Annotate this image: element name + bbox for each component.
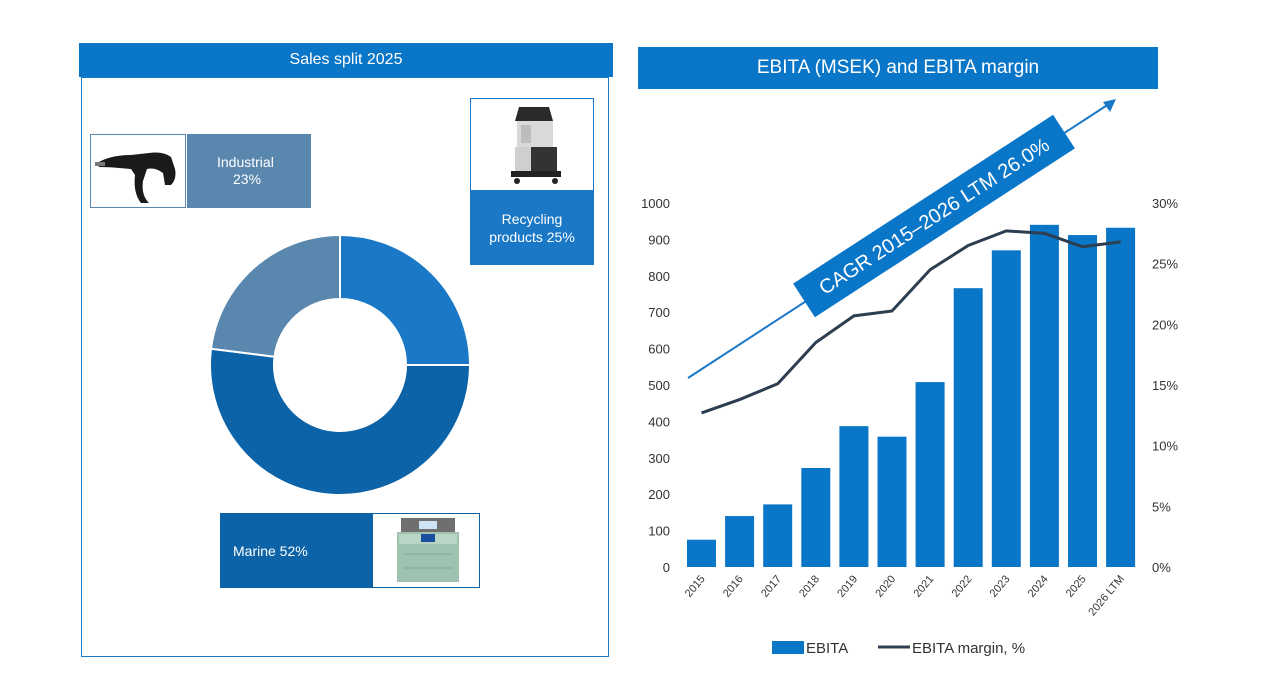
- industrial-label: Industrial: [217, 154, 274, 170]
- y-tick-label: 400: [648, 414, 670, 429]
- air-gun-image: [90, 134, 186, 208]
- x-tick-label: 2026 LTM: [1086, 573, 1127, 618]
- industrial-label-box: Industrial 23%: [187, 134, 311, 208]
- donut-slice-recycling-products: [339, 233, 472, 366]
- y2-tick-label: 25%: [1152, 257, 1178, 272]
- granulator-image: [470, 98, 594, 190]
- ebita-margin-line: [701, 229, 1121, 415]
- y-tick-label: 100: [648, 524, 670, 539]
- x-tick-label: 2024: [1026, 573, 1051, 599]
- industrial-pct: 23%: [233, 171, 262, 187]
- cagr-arrowhead: [1103, 99, 1116, 112]
- donut-slice-marine: [209, 347, 472, 496]
- y-tick-label: 900: [648, 232, 670, 247]
- ebita-chart: 0 100 200 300 400 500 600 700 800 900 1000 0% 5% 10%…: [641, 99, 1178, 657]
- ebita-bar-2015: [687, 539, 716, 567]
- x-tick-label: 2022: [950, 573, 975, 599]
- x-tick-label: 2021: [911, 573, 936, 599]
- y-tick-label: 500: [648, 378, 670, 393]
- y2-tick-label: 10%: [1152, 439, 1178, 454]
- granulator-icon: [511, 107, 561, 184]
- recycling-label-box: Recycling products 25%: [470, 190, 594, 265]
- y-tick-label: 200: [648, 487, 670, 502]
- ebita-bar-2021: [915, 382, 945, 567]
- air-gun-icon: [95, 152, 176, 203]
- y2-tick-label: 20%: [1152, 317, 1178, 332]
- ebita-bar-2022: [953, 288, 983, 567]
- legend-margin-label: EBITA margin, %: [912, 640, 1025, 657]
- y-tick-label: 600: [648, 342, 670, 357]
- ebita-bar-2017: [763, 504, 793, 567]
- x-tick-label: 2017: [759, 573, 784, 599]
- ebita-bar-2025: [1068, 235, 1097, 568]
- ebita-bar-2016: [725, 516, 755, 567]
- ebita-bar-2018: [801, 467, 831, 567]
- marine-unit-icon: [397, 518, 459, 582]
- recycling-label: Recycling: [501, 211, 563, 227]
- sales-split-title: Sales split 2025: [79, 43, 613, 77]
- ebita-chart-title: EBITA (MSEK) and EBITA margin: [638, 47, 1158, 89]
- sales-split-panel: [81, 77, 609, 657]
- cagr-box: [793, 114, 1075, 318]
- y-tick-label: 0: [663, 560, 670, 575]
- ebita-bar-2019: [839, 426, 869, 567]
- legend-ebita-swatch: [772, 641, 804, 654]
- x-tick-label: 2020: [873, 573, 898, 599]
- x-tick-label: 2015: [683, 573, 708, 599]
- y-tick-label: 300: [648, 451, 670, 466]
- marine-label: Marine 52%: [233, 543, 308, 559]
- recycling-pct: products 25%: [489, 229, 575, 245]
- x-tick-label: 2023: [988, 573, 1013, 599]
- y-tick-label: 800: [648, 269, 670, 284]
- ebita-bar-2024: [1029, 224, 1059, 567]
- sales-split-donut: [209, 233, 472, 496]
- y-tick-label: 1000: [641, 196, 670, 211]
- ebita-bar-2023: [991, 250, 1021, 567]
- legend-ebita-label: EBITA: [806, 640, 848, 657]
- y2-tick-label: 0%: [1152, 560, 1171, 575]
- ebita-bar-2020: [877, 436, 907, 567]
- y2-tick-label: 15%: [1152, 378, 1178, 393]
- x-tick-label: 2018: [797, 573, 822, 599]
- x-tick-label: 2016: [721, 573, 746, 599]
- donut-slice-industrial: [209, 233, 341, 358]
- marine-label-box: Marine 52%: [220, 513, 372, 588]
- y-tick-label: 700: [648, 305, 670, 320]
- marine-unit-image: [372, 513, 480, 588]
- x-tick-label: 2025: [1064, 573, 1089, 599]
- x-tick-label: 2019: [835, 573, 860, 599]
- y2-tick-label: 30%: [1152, 196, 1178, 211]
- y2-tick-label: 5%: [1152, 499, 1171, 514]
- ebita-bar-2026-LTM: [1106, 227, 1136, 567]
